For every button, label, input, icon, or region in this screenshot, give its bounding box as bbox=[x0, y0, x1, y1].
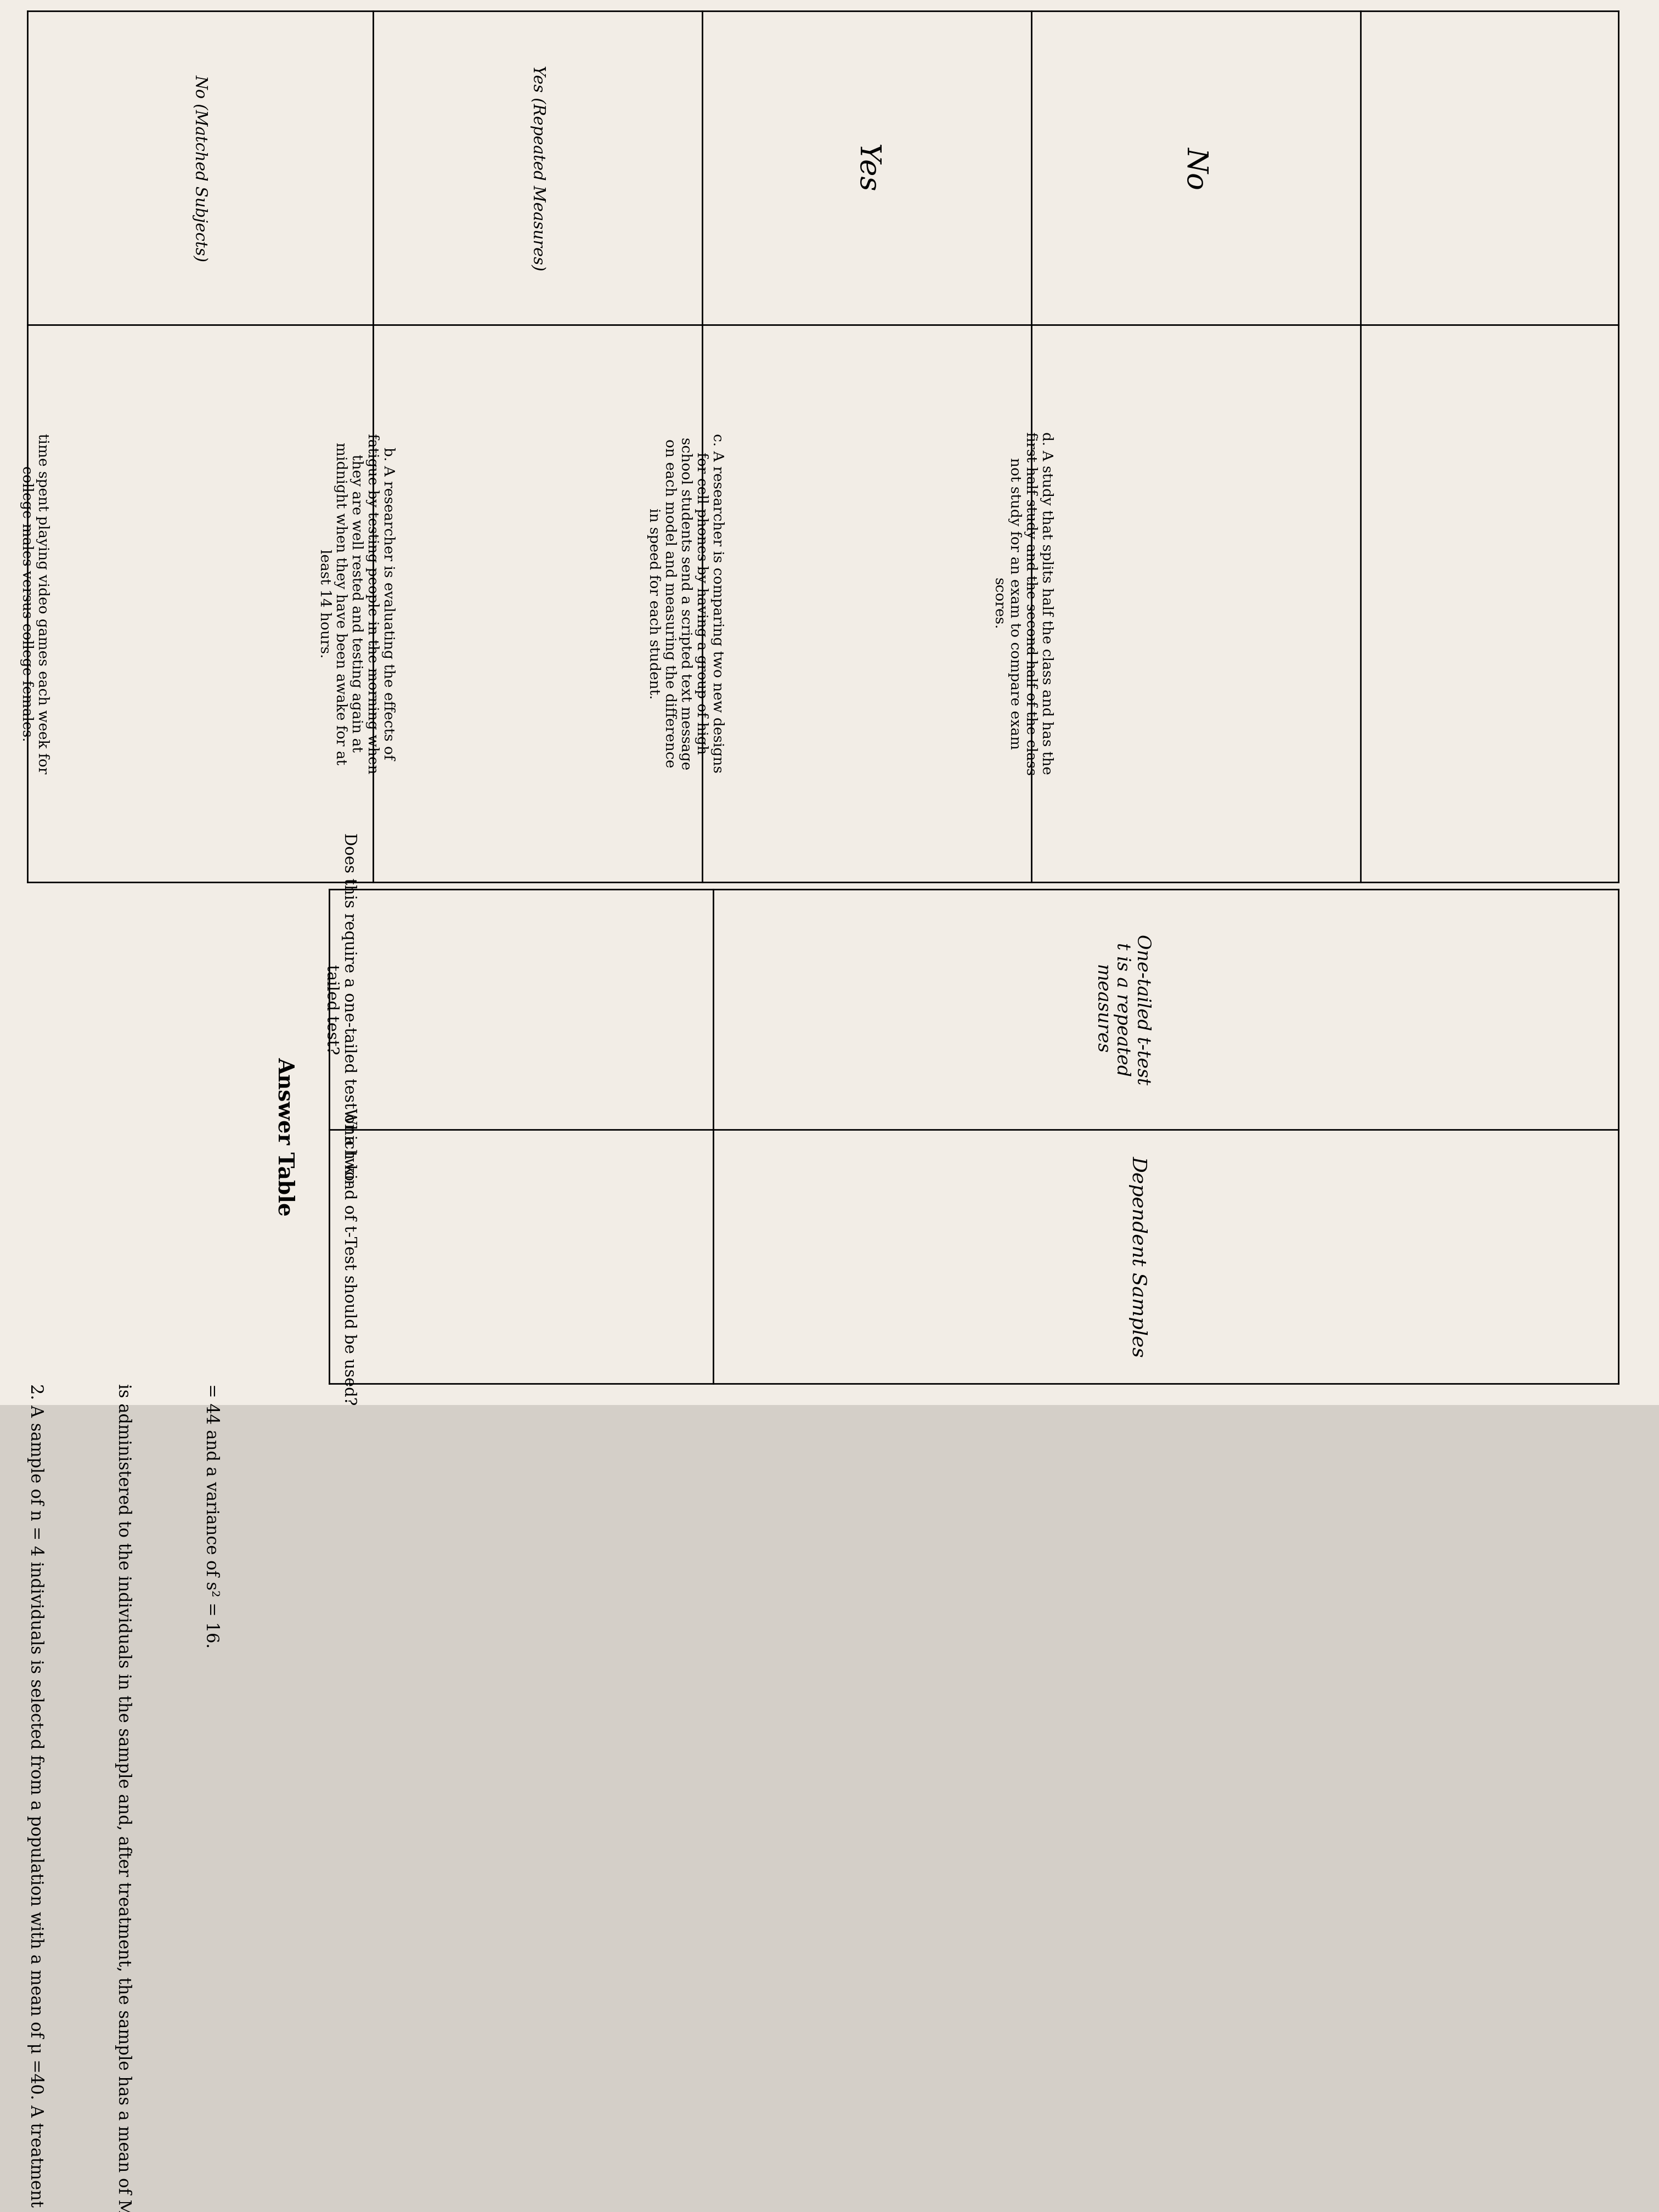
Text: Does this require a one-tailed test or a two-
tailed test?: Does this require a one-tailed test or a… bbox=[324, 832, 357, 1186]
Text: is administered to the individuals in the sample and, after treatment, the sampl: is administered to the individuals in th… bbox=[114, 1385, 131, 2212]
Text: Which kind of t-Test should be used?: Which kind of t-Test should be used? bbox=[342, 1108, 357, 1405]
Text: Answer Table: Answer Table bbox=[274, 1057, 295, 1217]
Text: Dependent Samples: Dependent Samples bbox=[1130, 1157, 1148, 1358]
Text: d. A study that splits half the class and has the
first half study and the secon: d. A study that splits half the class an… bbox=[992, 431, 1053, 774]
Text: c. A researcher is comparing two new designs
for cell phones by having a group o: c. A researcher is comparing two new des… bbox=[647, 434, 725, 774]
Text: = 44 and a variance of s² = 16.: = 44 and a variance of s² = 16. bbox=[202, 1385, 219, 1648]
Text: One-tailed t-test
t is a repeated
measures: One-tailed t-test t is a repeated measur… bbox=[1093, 933, 1151, 1084]
Text: Yes: Yes bbox=[853, 144, 881, 192]
Polygon shape bbox=[0, 0, 1659, 1405]
Text: No: No bbox=[1181, 146, 1209, 190]
Text: b. A researcher is evaluating the effects of
fatigue by testing people in the mo: b. A researcher is evaluating the effect… bbox=[317, 434, 395, 774]
Text: time spent playing video games each week for
college males versus college female: time spent playing video games each week… bbox=[20, 434, 50, 774]
Text: Yes (Repeated Measures): Yes (Repeated Measures) bbox=[529, 64, 546, 270]
Text: 2. A sample of n = 4 individuals is selected from a population with a mean of μ : 2. A sample of n = 4 individuals is sele… bbox=[27, 1385, 43, 2208]
Text: No (Matched Subjects): No (Matched Subjects) bbox=[192, 75, 207, 261]
